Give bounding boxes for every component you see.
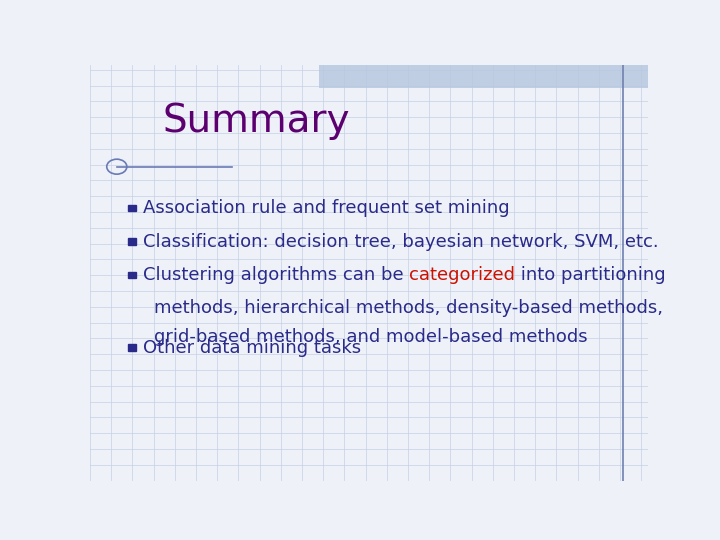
Text: categorized: categorized (410, 266, 516, 284)
Text: into partitioning: into partitioning (516, 266, 666, 284)
Text: Classification: decision tree, bayesian network, SVM, etc.: Classification: decision tree, bayesian … (143, 233, 659, 251)
Bar (319, 65, 648, 87)
Text: grid-based methods, and model-based methods: grid-based methods, and model-based meth… (154, 328, 588, 346)
Text: methods, hierarchical methods, density-based methods,: methods, hierarchical methods, density-b… (154, 299, 663, 317)
Text: Summary: Summary (163, 102, 350, 140)
Text: Other data mining tasks: Other data mining tasks (143, 339, 361, 356)
Text: Clustering algorithms can be: Clustering algorithms can be (143, 266, 410, 284)
Text: Association rule and frequent set mining: Association rule and frequent set mining (143, 199, 510, 217)
